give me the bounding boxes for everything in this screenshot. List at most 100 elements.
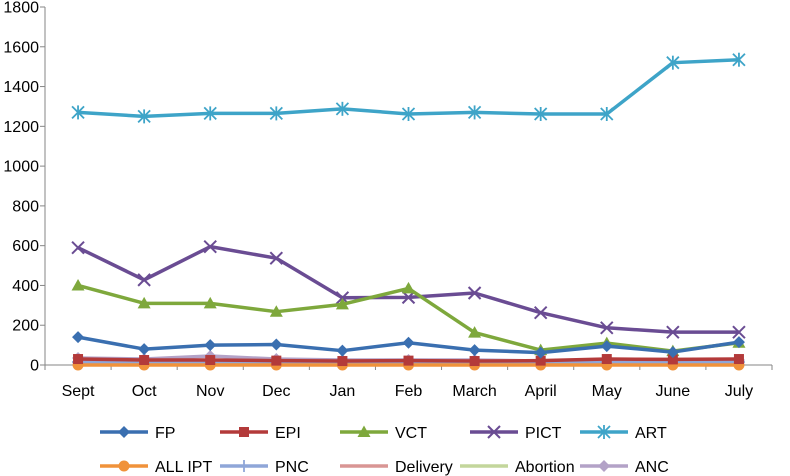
data-point [205,355,216,366]
marker-stroke [467,286,482,300]
data-point [137,273,151,287]
legend-item-art: ART [580,425,667,442]
data-point [270,338,283,351]
series-pict [71,239,746,339]
marker-shape [335,297,349,310]
marker-shape [205,355,216,366]
legend-swatch-marker [118,426,130,438]
x-tick-label: Sept [62,383,95,400]
marker-shape [468,326,482,338]
legend-label: EPI [275,425,301,442]
marker-stroke [600,321,614,335]
legend-swatch-marker [487,425,501,439]
x-tick-label: May [592,383,622,400]
legend-swatch-marker [597,425,611,439]
marker-shape [733,354,744,365]
marker-stroke [203,239,217,254]
legend-swatch-marker [118,460,130,472]
data-point [271,355,282,366]
y-tick-label: 1000 [3,159,39,176]
chart-plot-area [71,52,746,371]
chart-legend: FP EPI VCT PICT ART ALL IPT PNC Delivery Abortio… [100,425,669,476]
legend-label: ALL IPT [155,459,212,476]
marker-shape [71,278,85,291]
marker-stroke [335,291,350,305]
data-point [401,107,416,122]
legend-item-pict: PICT [470,425,562,442]
marker-shape [72,331,85,344]
legend-swatch-marker [238,460,250,472]
x-tick-label: July [725,383,753,400]
data-point [732,336,745,349]
data-point [600,321,614,335]
y-tick-label: 1800 [3,0,39,17]
y-tick-label: 200 [12,318,39,335]
data-point [534,107,548,122]
data-point [203,239,217,254]
series-art [71,52,746,124]
x-tick-label: Feb [395,383,423,400]
data-point [732,325,746,339]
data-point [666,325,680,339]
marker-shape [118,460,130,472]
data-point [666,346,679,359]
data-point [733,354,744,365]
y-tick-label: 0 [30,358,39,375]
data-point [72,331,85,344]
data-point [204,339,217,352]
marker-shape [601,354,612,365]
legend-label: PNC [275,459,309,476]
marker-shape [269,305,283,317]
marker-shape [73,354,84,365]
legend-label: ANC [635,459,669,476]
x-tick-label: March [452,383,496,400]
marker-stroke [666,325,680,339]
marker-shape [666,346,679,359]
data-point [402,281,415,294]
data-point [269,106,283,121]
marker-shape [271,355,282,366]
data-point [269,305,283,317]
legend-item-vct: VCT [340,425,427,442]
legend-item-pnc: PNC [220,459,309,476]
data-point [337,356,348,367]
data-point [203,296,217,309]
marker-stroke [732,325,746,339]
legend-label: FP [155,425,175,442]
marker-stroke [71,240,85,255]
data-point [467,286,482,300]
legend-label: PICT [525,425,562,442]
y-tick-label: 1600 [3,39,39,56]
legend-item-all-ipt: ALL IPT [100,459,212,476]
marker-shape [137,296,151,309]
data-point [203,106,217,121]
data-point [138,343,151,356]
data-point [601,354,612,365]
data-point [667,354,678,365]
y-tick-label: 1200 [3,119,39,136]
data-point [402,336,415,349]
marker-stroke [137,273,151,287]
data-point [534,346,547,359]
y-tick-label: 1400 [3,79,39,96]
marker-shape [337,356,348,367]
data-point [600,340,613,353]
legend-label: Abortion [515,459,575,476]
data-point [139,355,150,366]
marker-shape [402,336,415,349]
marker-shape [203,296,217,309]
data-point [600,107,614,122]
marker-shape [667,354,678,365]
marker-shape [600,340,613,353]
data-point [336,344,349,357]
legend-swatch-marker [239,427,249,437]
data-point [403,355,414,366]
data-point [666,55,680,70]
data-point [71,278,85,291]
marker-shape [402,281,415,294]
data-point [732,52,746,67]
x-tick-label: April [525,383,557,400]
chart-axes: 0 200 400 600 800 1000 1200 1400 1600 1800 Sept Oct… [3,0,773,400]
data-point [468,344,481,357]
